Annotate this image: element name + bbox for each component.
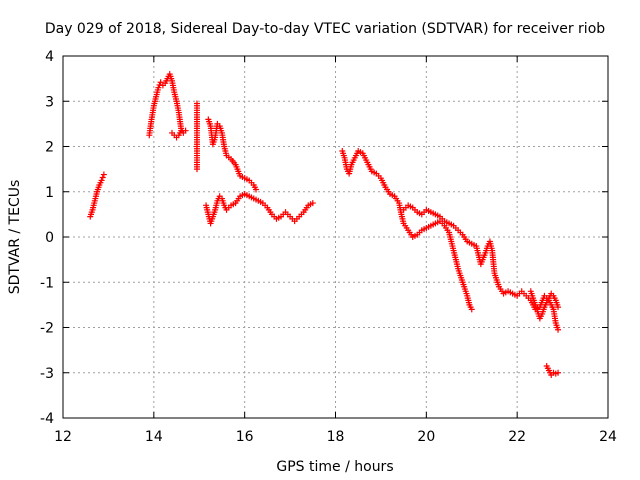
data-point [193,166,200,173]
data-point [155,84,162,91]
data-point [555,326,562,333]
x-tick-labels: 12 14 16 18 20 22 24 [54,429,617,445]
x-axis-label: GPS time / hours [276,459,393,475]
y-tick-label: -3 [40,366,54,382]
y-tick-label: 1 [45,185,54,201]
plot-border [62,55,609,419]
x-tick-label: 14 [145,429,163,445]
data-point [253,186,260,193]
x-tick-label: 20 [417,429,435,445]
data-points [87,71,562,379]
y-tick-label: 2 [45,140,54,156]
y-tick-label: -2 [40,321,54,337]
grid [63,56,608,418]
x-tick-label: 18 [327,429,345,445]
data-point [468,306,475,313]
x-tick-label: 12 [54,429,72,445]
data-point [178,127,185,134]
y-tick-label: -4 [40,411,54,427]
y-tick-label: 3 [45,94,54,110]
data-point [157,79,164,86]
x-tick-label: 22 [508,429,526,445]
data-point [309,200,316,207]
chart-title: Day 029 of 2018, Sidereal Day-to-day VTE… [45,21,605,37]
data-point [99,174,106,181]
data-point [100,171,107,178]
x-tick-label: 24 [599,429,617,445]
y-tick-label: 0 [45,230,54,246]
y-tick-label: -1 [40,275,54,291]
data-point [555,304,562,311]
data-point [555,369,562,376]
y-tick-labels: -4 -3 -2 -1 0 1 2 3 4 [40,49,54,427]
x-tick-label: 16 [236,429,254,445]
y-tick-label: 4 [45,49,54,65]
data-point [98,177,105,184]
y-axis-label: SDTVAR / TECUs [7,180,23,295]
